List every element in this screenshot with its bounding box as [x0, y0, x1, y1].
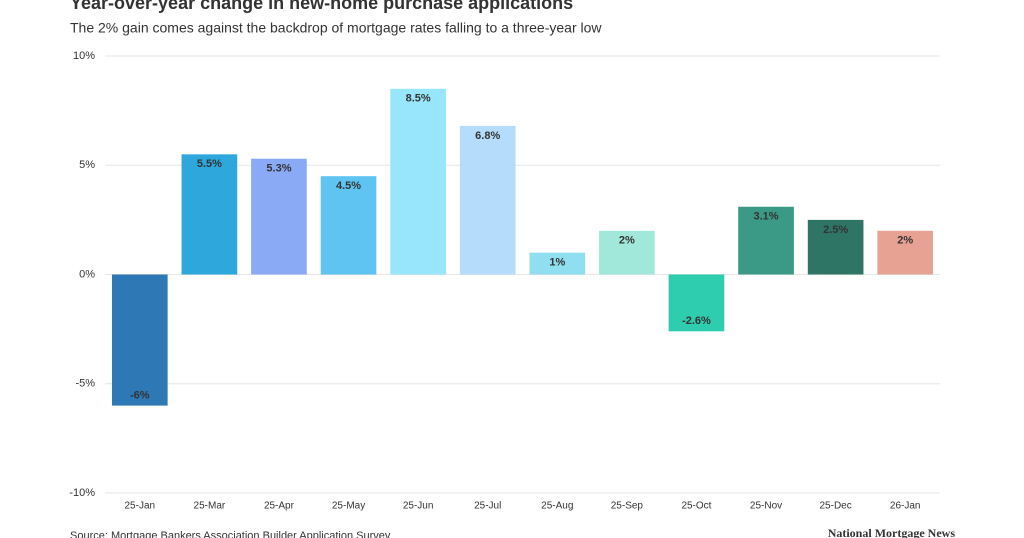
y-tick-label: -5% — [75, 378, 95, 390]
y-tick-label: 5% — [79, 159, 95, 171]
value-label: 2% — [619, 235, 635, 247]
x-tick-label: 25-Oct — [681, 501, 711, 512]
x-tick-label: 25-May — [332, 501, 365, 512]
value-label: 2% — [897, 235, 913, 247]
value-label: 5.5% — [197, 158, 222, 170]
x-tick-label: 25-Jun — [403, 501, 434, 512]
source: Source: Mortgage Bankers Association Bui… — [70, 530, 391, 538]
bar — [599, 230, 655, 275]
x-tick-label: 25-Mar — [194, 501, 226, 512]
value-label: 3.1% — [754, 211, 779, 223]
x-tick-label: 25-Sep — [611, 501, 644, 512]
value-label: 1% — [549, 257, 565, 269]
bar — [320, 176, 377, 275]
x-tick-label: 25-Apr — [264, 501, 295, 512]
value-label: 4.5% — [336, 180, 361, 192]
value-label: -6% — [130, 390, 150, 402]
bar — [251, 158, 307, 275]
x-tick-label: 25-Aug — [541, 501, 573, 512]
y-tick-label: 10% — [73, 50, 95, 62]
bar — [459, 125, 516, 275]
value-label: 5.3% — [266, 163, 291, 175]
x-tick-label: 25-Nov — [750, 501, 782, 512]
x-tick-label: 25-Jan — [125, 501, 156, 512]
x-tick-label: 26-Jan — [890, 501, 921, 512]
bar — [529, 252, 586, 275]
bar — [877, 230, 934, 275]
y-tick-label: 0% — [79, 268, 95, 280]
x-tick-label: 25-Jul — [474, 501, 501, 512]
bar — [181, 154, 238, 275]
bar — [111, 274, 168, 406]
value-label: 2.5% — [823, 224, 848, 236]
value-label: 8.5% — [406, 93, 431, 105]
value-label: -2.6% — [682, 315, 711, 327]
chart-subtitle: The 2% gain comes against the backdrop o… — [70, 20, 602, 36]
bar — [738, 206, 794, 275]
y-tick-label: -10% — [69, 487, 95, 499]
x-tick-label: 25-Dec — [820, 501, 852, 512]
bar — [668, 274, 725, 332]
bar — [807, 219, 864, 275]
chart-title: Year-over-year change in new-home purcha… — [70, 0, 573, 13]
logo: National Mortgage News — [828, 526, 956, 538]
bar — [390, 88, 446, 275]
value-label: 6.8% — [475, 130, 500, 142]
